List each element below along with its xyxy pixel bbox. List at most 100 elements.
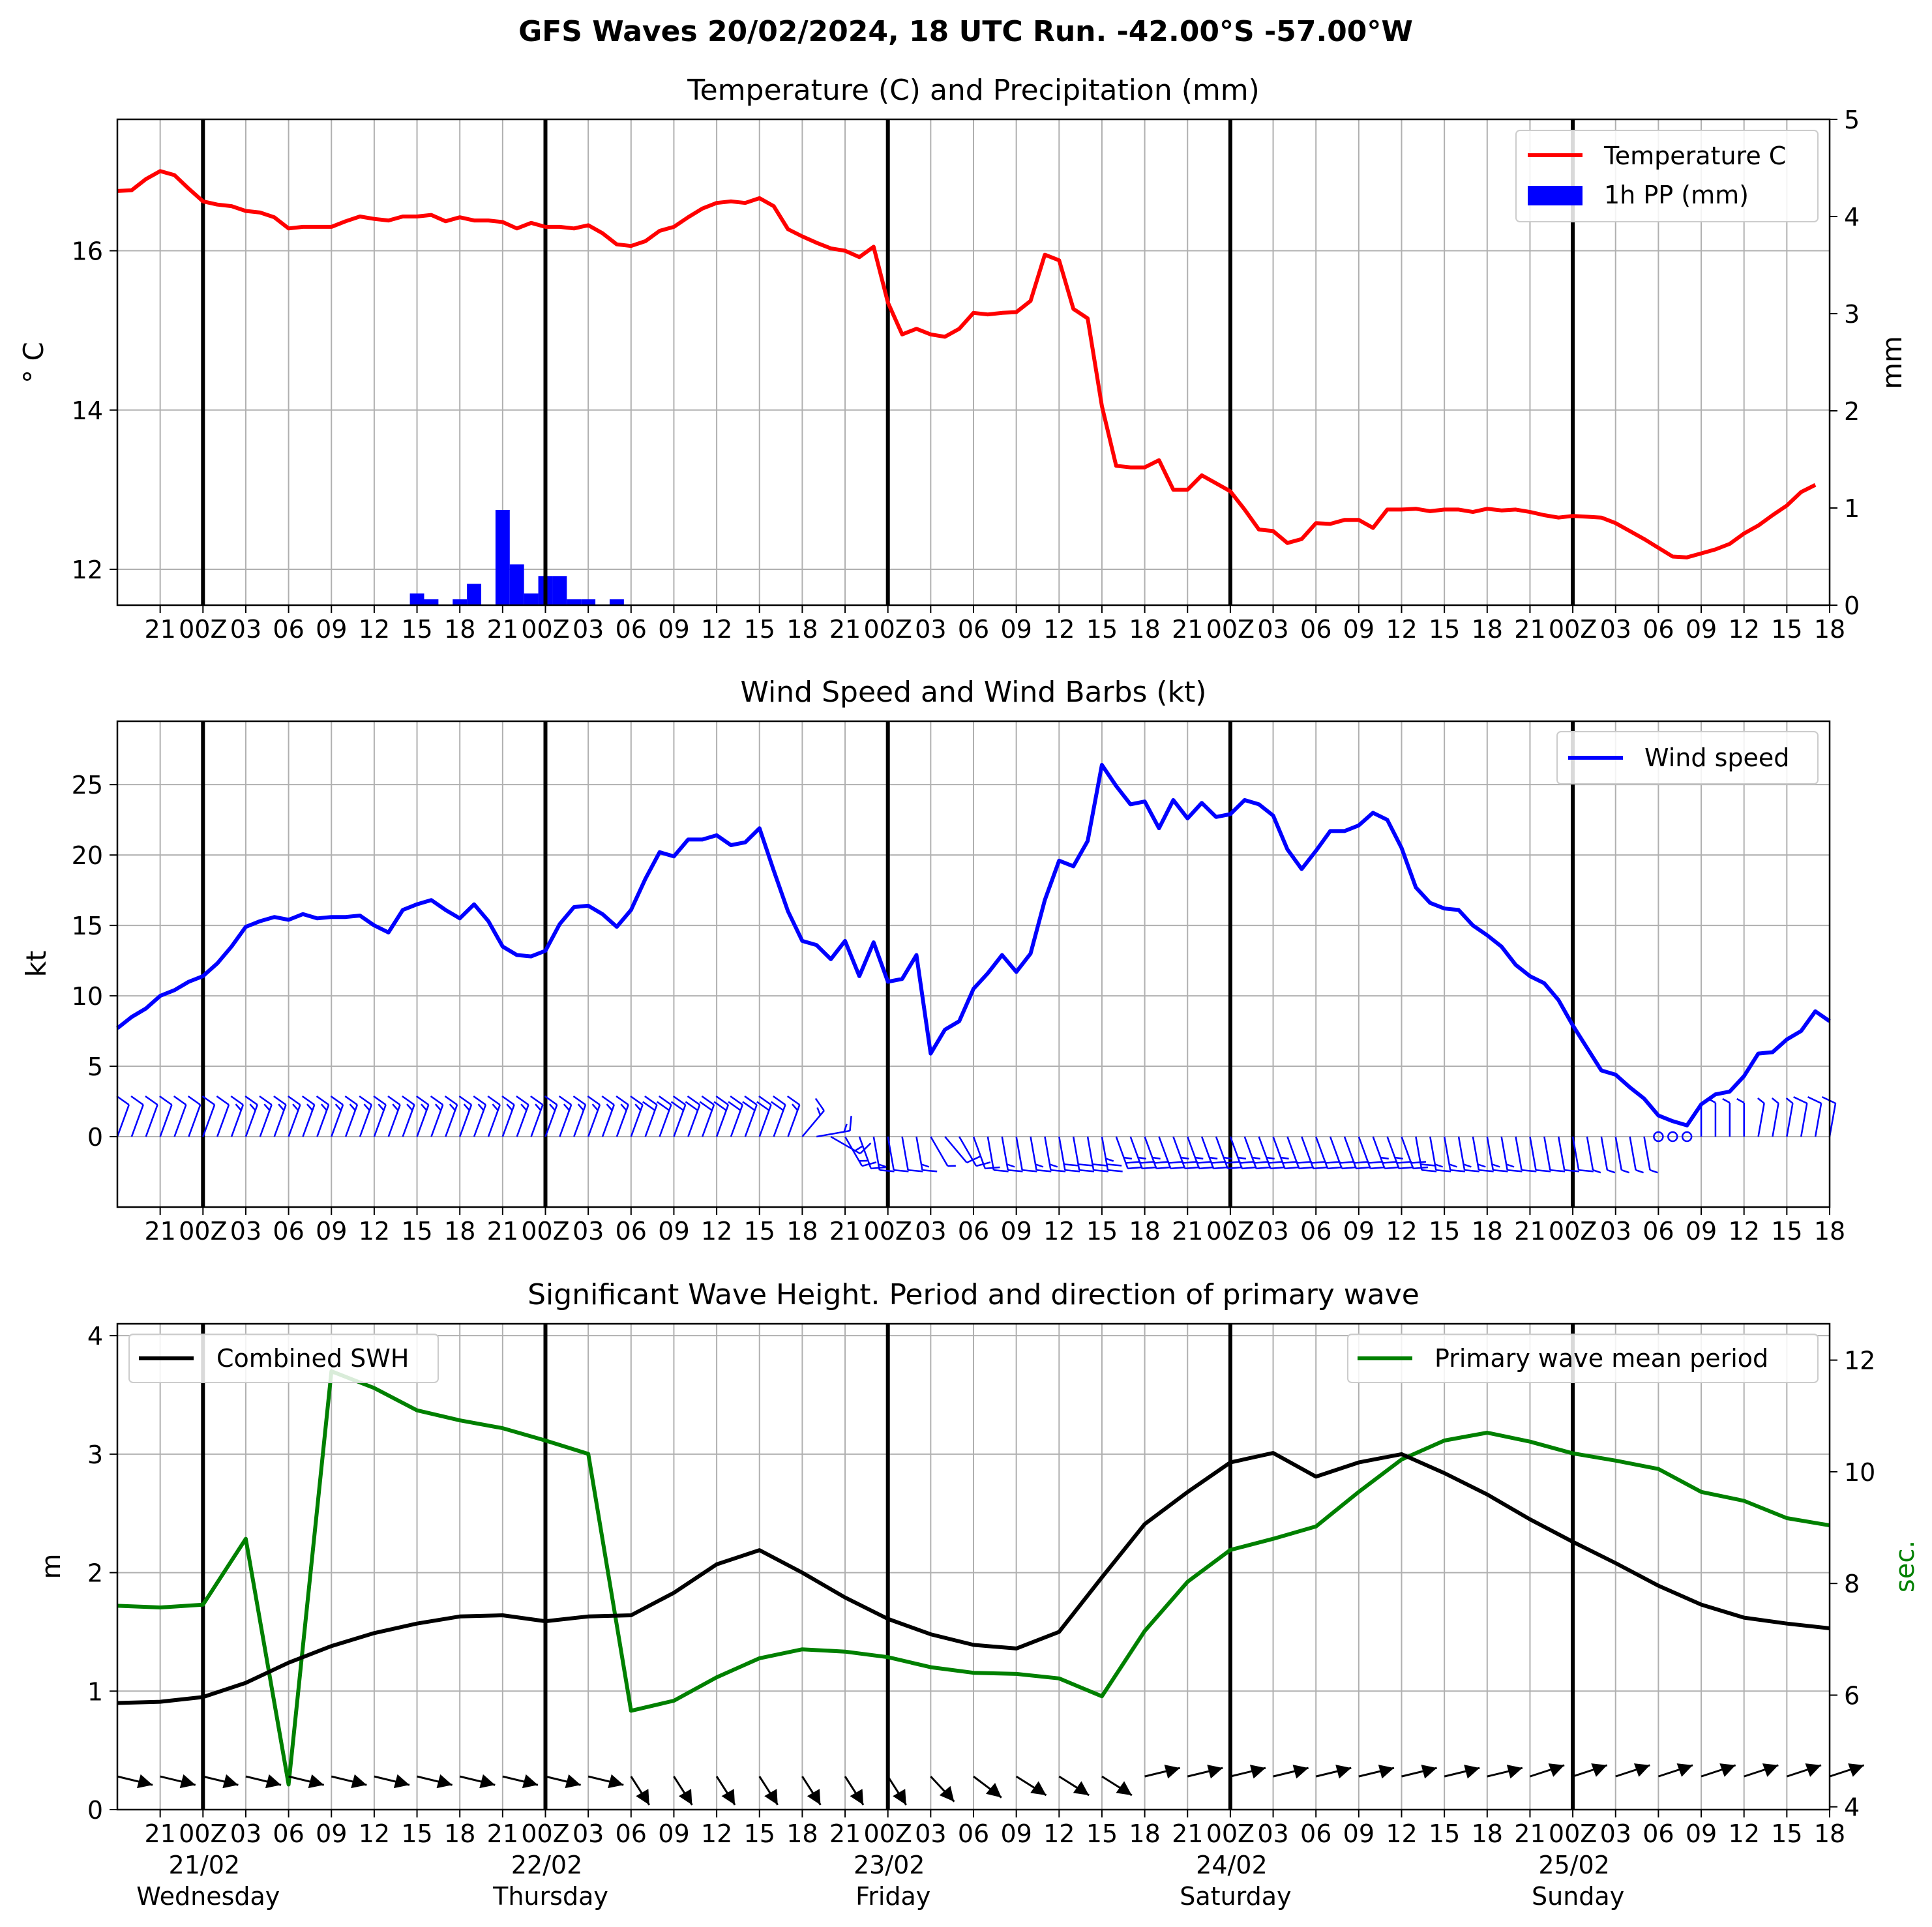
wind-barb: [728, 1095, 743, 1137]
wind-barb: [1771, 1098, 1779, 1137]
wind-barb: [1372, 1136, 1400, 1170]
wind-barb-feather: [854, 1145, 863, 1152]
wind-barb-feather: [421, 1103, 428, 1111]
wind-barb-feather: [363, 1103, 370, 1111]
wind-barb-feather: [1196, 1161, 1212, 1164]
x-tick-label: 18: [444, 1819, 475, 1848]
wind-barb-feather: [756, 1101, 770, 1111]
wind-barb: [558, 1095, 572, 1137]
y-tick-label: 4: [87, 1322, 103, 1351]
x-tick-label: 21: [487, 1217, 518, 1246]
wind-barb-feather: [1370, 1166, 1386, 1170]
wind-barb: [1144, 1136, 1172, 1170]
panel2-title: Wind Speed and Wind Barbs (kt): [741, 676, 1207, 709]
wind-barb-shaft: [1814, 1103, 1822, 1137]
wind-barb: [187, 1095, 201, 1137]
wind-barb-feather: [1339, 1161, 1355, 1164]
y-tick-label: 5: [87, 1053, 103, 1081]
x-tick-label: 03: [1600, 615, 1631, 644]
wind-barb-feather: [306, 1103, 314, 1111]
panel3-legend-left: Combined SWH: [128, 1334, 439, 1383]
wave-arrow-head: [893, 1789, 906, 1805]
wind-barb: [1015, 1136, 1037, 1173]
wind-barb-feather: [230, 1095, 244, 1106]
wave-direction-arrow: [202, 1774, 239, 1789]
wave-arrow-head: [565, 1774, 581, 1789]
wind-barb-feather: [1093, 1169, 1108, 1173]
wind-barb: [630, 1095, 644, 1137]
x-tick-label: 21: [1172, 615, 1203, 644]
wind-barb-feather: [1223, 1156, 1232, 1160]
wind-barb-feather: [1736, 1098, 1745, 1104]
wind-barb-feather: [1491, 1163, 1500, 1168]
date-label: 22/02: [511, 1851, 583, 1879]
x-tick-label: 06: [1300, 1217, 1331, 1246]
x-tick-label: 12: [1729, 1217, 1760, 1246]
wind-barbs: [116, 1095, 1837, 1174]
wind-barb-feather: [473, 1095, 486, 1106]
wind-barb: [1158, 1136, 1186, 1170]
wind-barb-feather: [1198, 1166, 1214, 1170]
wind-barb-feather: [908, 1169, 923, 1173]
wind-barb-feather: [713, 1101, 727, 1111]
wind-barb: [1614, 1136, 1630, 1174]
wave-direction-arrow: [1529, 1763, 1565, 1778]
wind-barb: [1785, 1098, 1794, 1137]
wind-barb: [1101, 1136, 1123, 1173]
wind-barb-feather: [259, 1095, 273, 1106]
x-tick-label: 00Z: [1206, 615, 1255, 644]
wind-barb-shaft: [1800, 1103, 1808, 1137]
wave-direction-arrow: [374, 1774, 410, 1789]
wind-barb-shaft: [173, 1104, 187, 1137]
wind-barb-feather: [1170, 1166, 1186, 1170]
wind-barb-feather: [1140, 1161, 1155, 1164]
wind-barb-feather: [687, 1095, 700, 1106]
x-tick-label: 21: [829, 615, 861, 644]
wind-barb-shaft: [1571, 1136, 1580, 1171]
wind-barb-feather: [1354, 1161, 1369, 1164]
wind-barb: [930, 1136, 956, 1167]
wind-barb: [1301, 1136, 1328, 1170]
panel1-grid: [117, 119, 1830, 605]
wind-barb-shaft: [1586, 1136, 1594, 1171]
wave-direction-arrow: [1144, 1765, 1181, 1779]
wind-barb-feather: [1325, 1161, 1341, 1164]
wind-barb-shaft: [1015, 1136, 1023, 1171]
wind-barb-feather: [1209, 1156, 1218, 1160]
x-tick-label: 15: [1429, 1217, 1460, 1246]
wind-barb-feather: [1180, 1156, 1189, 1160]
wind-barb-feather: [670, 1101, 684, 1111]
wind-barb: [344, 1095, 359, 1137]
x-tick-label: 18: [1472, 1217, 1503, 1246]
wind-barb-feather: [563, 1103, 571, 1111]
wave-arrow-head: [1548, 1763, 1565, 1777]
y-tick-label: 10: [72, 982, 103, 1011]
wind-barb-shaft: [1772, 1103, 1779, 1137]
x-tick-label: 00Z: [1549, 1819, 1597, 1848]
y-tick-label: 2: [87, 1559, 103, 1588]
precip-bar: [552, 576, 567, 605]
wind-barb-feather: [893, 1169, 909, 1173]
wind-barb-feather: [1313, 1166, 1328, 1170]
wind-barb: [1243, 1136, 1271, 1170]
x-tick-label: 21: [1172, 1819, 1203, 1848]
wind-barb-feather: [792, 1103, 799, 1111]
wind-barb-feather: [1299, 1166, 1315, 1170]
wind-barb-feather: [1283, 1161, 1298, 1164]
wind-barb-feather: [173, 1095, 187, 1106]
x-tick-label: 06: [273, 615, 304, 644]
wind-barb-feather: [1152, 1156, 1161, 1160]
wave-arrow-head: [179, 1774, 196, 1789]
x-tick-label: 15: [401, 615, 432, 644]
wind-barb: [670, 1095, 687, 1137]
panel1-ylabel-right: mm: [1876, 336, 1908, 389]
wind-barb-feather: [1252, 1156, 1260, 1160]
wind-barb-feather: [1757, 1098, 1765, 1104]
x-tick-label: 12: [1386, 1217, 1417, 1246]
y-tick-label: 25: [72, 771, 103, 799]
wind-barb-feather: [344, 1095, 358, 1106]
wind-barb: [699, 1095, 715, 1137]
wind-barb-feather: [1256, 1166, 1271, 1170]
wind-barb: [487, 1095, 501, 1137]
wind-barb-feather: [1477, 1163, 1486, 1168]
